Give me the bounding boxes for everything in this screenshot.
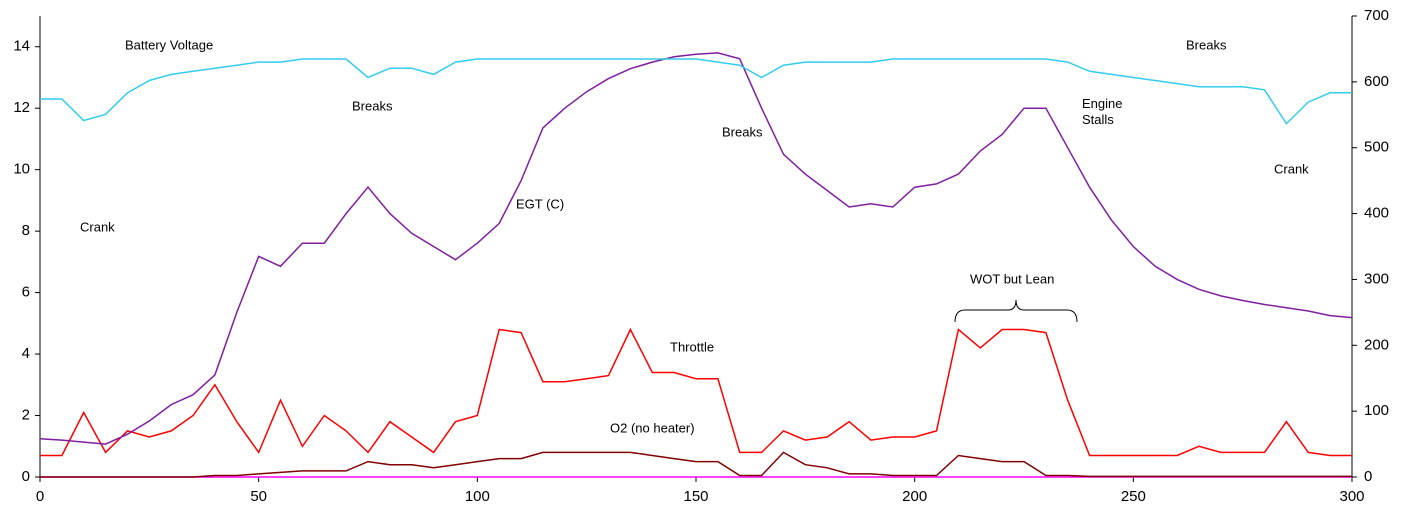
series-label: EGT (C) xyxy=(516,196,564,211)
y2-tick-label: 300 xyxy=(1364,270,1389,287)
series-label: O2 (no heater) xyxy=(610,420,695,435)
y-tick-label: 14 xyxy=(13,38,30,55)
y2-tick-label: 700 xyxy=(1364,7,1389,24)
y-tick-label: 8 xyxy=(22,222,30,239)
x-tick-label: 150 xyxy=(683,488,708,505)
annotation: Engine Stalls xyxy=(1082,96,1123,127)
y-tick-label: 2 xyxy=(22,407,30,424)
y2-tick-label: 100 xyxy=(1364,402,1389,419)
x-tick-label: 0 xyxy=(36,488,44,505)
y2-tick-label: 200 xyxy=(1364,336,1389,353)
series-label: Battery Voltage xyxy=(125,37,213,52)
series-line xyxy=(40,58,1352,125)
annotation: Crank xyxy=(1274,161,1309,176)
y2-tick-label: 600 xyxy=(1364,73,1389,90)
y-tick-label: 4 xyxy=(22,345,30,362)
y-tick-label: 10 xyxy=(13,161,30,178)
brace xyxy=(954,299,1078,323)
x-tick-label: 250 xyxy=(1121,488,1146,505)
annotation: Breaks xyxy=(352,98,393,113)
y-tick-label: 6 xyxy=(22,284,30,301)
y2-tick-label: 400 xyxy=(1364,205,1389,222)
annotation: WOT but Lean xyxy=(970,271,1054,286)
annotation: Breaks xyxy=(722,124,763,139)
x-tick-label: 100 xyxy=(465,488,490,505)
x-tick-label: 300 xyxy=(1339,488,1364,505)
annotation: Crank xyxy=(80,219,115,234)
x-tick-label: 50 xyxy=(250,488,267,505)
series-line xyxy=(40,327,1352,457)
series-label: Throttle xyxy=(670,339,714,354)
y-tick-label: 12 xyxy=(13,99,30,116)
y-tick-label: 0 xyxy=(22,468,30,485)
annotation: Breaks xyxy=(1186,37,1227,52)
y2-tick-label: 500 xyxy=(1364,139,1389,156)
y2-tick-label: 0 xyxy=(1364,468,1372,485)
series-line xyxy=(40,451,1352,478)
x-tick-label: 200 xyxy=(902,488,927,505)
series-line xyxy=(39,52,1353,445)
